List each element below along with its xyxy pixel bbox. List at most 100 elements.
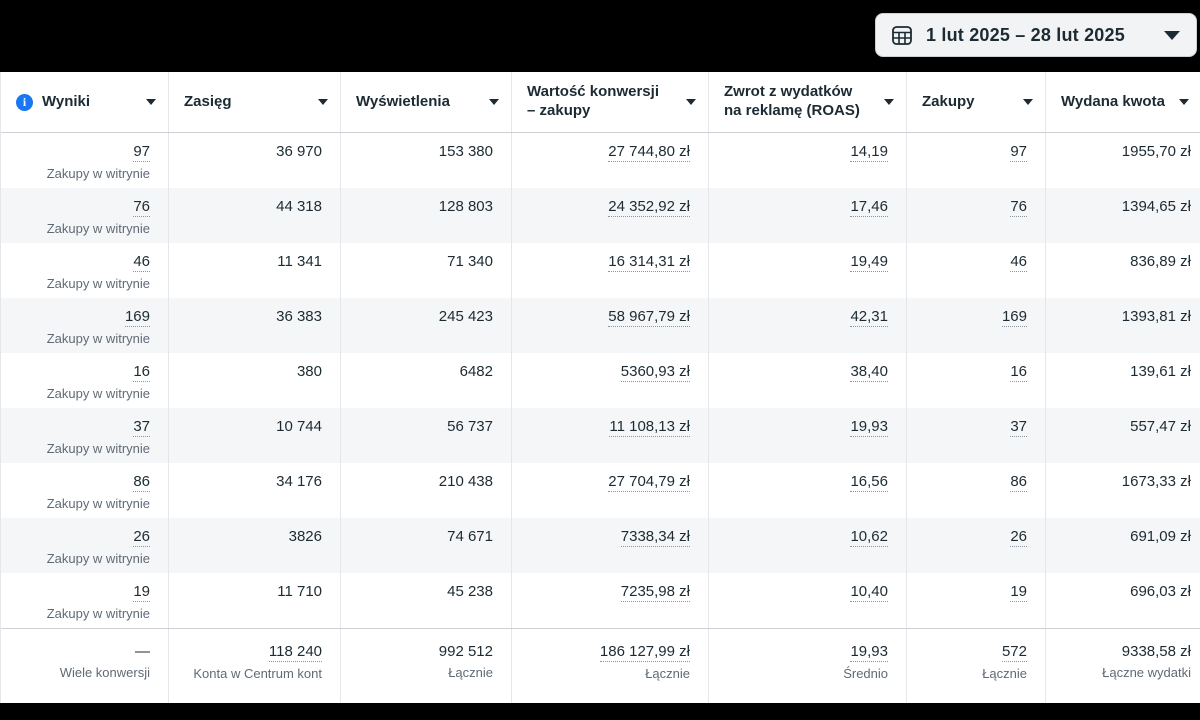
impressions-value: 56 737 bbox=[447, 418, 493, 435]
spent-value: 1394,65 zł bbox=[1121, 198, 1191, 215]
table-totals-row: — Wiele konwersji 118 240 Konta w Centru… bbox=[1, 628, 1200, 703]
column-header-impressions[interactable]: Wyświetlenia bbox=[341, 72, 512, 132]
roas-value[interactable]: 10,40 bbox=[850, 583, 888, 602]
purchases-value[interactable]: 19 bbox=[1010, 583, 1027, 602]
cell-impressions: 71 340 bbox=[341, 243, 512, 298]
roas-value[interactable]: 19,93 bbox=[850, 418, 888, 437]
roas-total-value[interactable]: 19,93 bbox=[850, 643, 888, 662]
sort-caret-icon[interactable] bbox=[1179, 99, 1189, 105]
cell-conversion-value: 5360,93 zł bbox=[512, 353, 709, 408]
sort-caret-icon[interactable] bbox=[146, 99, 156, 105]
table-row: 19 Zakupy w witrynie 11 710 45 238 7235,… bbox=[1, 573, 1200, 628]
conversion-value[interactable]: 7338,34 zł bbox=[620, 528, 690, 547]
purchases-total-value[interactable]: 572 bbox=[1001, 643, 1027, 662]
sort-caret-icon[interactable] bbox=[489, 99, 499, 105]
spent-value: 139,61 zł bbox=[1130, 363, 1191, 380]
cell-conversion-value: 27 744,80 zł bbox=[512, 133, 709, 188]
results-value[interactable]: 26 bbox=[133, 528, 150, 547]
conversion-value[interactable]: 27 744,80 zł bbox=[608, 143, 690, 162]
purchases-value[interactable]: 46 bbox=[1010, 253, 1027, 272]
cell-reach: 11 710 bbox=[169, 573, 341, 628]
purchases-value[interactable]: 37 bbox=[1010, 418, 1027, 437]
cell-spent: 1673,33 zł bbox=[1046, 463, 1200, 518]
roas-value[interactable]: 17,46 bbox=[850, 198, 888, 217]
conversion-total-value[interactable]: 186 127,99 zł bbox=[599, 643, 690, 662]
sort-caret-icon[interactable] bbox=[1023, 99, 1033, 105]
purchases-value[interactable]: 97 bbox=[1010, 143, 1027, 162]
cell-roas: 10,40 bbox=[709, 573, 907, 628]
column-label: Wydana kwota bbox=[1061, 92, 1165, 110]
roas-value[interactable]: 10,62 bbox=[850, 528, 888, 547]
results-value[interactable]: 46 bbox=[133, 253, 150, 272]
cell-results: 16 Zakupy w witrynie bbox=[1, 353, 169, 408]
results-sublabel: Zakupy w witrynie bbox=[46, 221, 150, 236]
cell-purchases: 76 bbox=[907, 188, 1046, 243]
cell-reach: 34 176 bbox=[169, 463, 341, 518]
conversion-value[interactable]: 11 108,13 zł bbox=[609, 418, 690, 437]
cell-reach: 10 744 bbox=[169, 408, 341, 463]
roas-value[interactable]: 19,49 bbox=[850, 253, 888, 272]
conversion-value[interactable]: 27 704,79 zł bbox=[608, 473, 690, 492]
reach-value: 44 318 bbox=[276, 198, 322, 215]
roas-value[interactable]: 14,19 bbox=[850, 143, 888, 162]
reach-value: 3826 bbox=[288, 528, 322, 545]
column-header-roas[interactable]: Zwrot z wydatków na reklamę (ROAS) bbox=[709, 72, 907, 132]
reach-total-value[interactable]: 118 240 bbox=[268, 643, 322, 662]
date-range-label: 1 lut 2025 – 28 lut 2025 bbox=[926, 24, 1125, 45]
results-value[interactable]: 97 bbox=[133, 143, 150, 162]
column-header-spent[interactable]: Wydana kwota bbox=[1046, 72, 1200, 132]
results-value[interactable]: 37 bbox=[133, 418, 150, 437]
conversion-value[interactable]: 58 967,79 zł bbox=[608, 308, 690, 327]
cell-purchases: 169 bbox=[907, 298, 1046, 353]
roas-value[interactable]: 16,56 bbox=[850, 473, 888, 492]
sort-caret-icon[interactable] bbox=[686, 99, 696, 105]
reach-value: 380 bbox=[296, 363, 322, 380]
results-total-value: — bbox=[135, 643, 150, 660]
impressions-value: 210 438 bbox=[438, 473, 493, 490]
results-value[interactable]: 86 bbox=[133, 473, 150, 492]
spent-value: 1673,33 zł bbox=[1121, 473, 1191, 490]
impressions-total-sublabel: Łącznie bbox=[448, 665, 493, 680]
cell-purchases: 26 bbox=[907, 518, 1046, 573]
column-header-purchases[interactable]: Zakupy bbox=[907, 72, 1046, 132]
spent-value: 836,89 zł bbox=[1130, 253, 1191, 270]
roas-value[interactable]: 38,40 bbox=[850, 363, 888, 382]
purchases-value[interactable]: 86 bbox=[1010, 473, 1027, 492]
table-row: 46 Zakupy w witrynie 11 341 71 340 16 31… bbox=[1, 243, 1200, 298]
results-value[interactable]: 169 bbox=[124, 308, 150, 327]
date-range-picker[interactable]: 1 lut 2025 – 28 lut 2025 bbox=[875, 13, 1197, 57]
cell-purchases: 37 bbox=[907, 408, 1046, 463]
cell-spent: 691,09 zł bbox=[1046, 518, 1200, 573]
cell-impressions-total: 992 512 Łącznie bbox=[341, 629, 512, 703]
cell-spent: 1394,65 zł bbox=[1046, 188, 1200, 243]
table-row: 76 Zakupy w witrynie 44 318 128 803 24 3… bbox=[1, 188, 1200, 243]
column-header-reach[interactable]: Zasięg bbox=[169, 72, 341, 132]
column-label: Zasięg bbox=[184, 92, 232, 110]
cell-impressions: 56 737 bbox=[341, 408, 512, 463]
reach-value: 10 744 bbox=[276, 418, 322, 435]
table-row: 37 Zakupy w witrynie 10 744 56 737 11 10… bbox=[1, 408, 1200, 463]
results-value[interactable]: 16 bbox=[133, 363, 150, 382]
conversion-value[interactable]: 5360,93 zł bbox=[620, 363, 690, 382]
sort-caret-icon[interactable] bbox=[884, 99, 894, 105]
conversion-value[interactable]: 16 314,31 zł bbox=[608, 253, 690, 272]
conversion-value[interactable]: 24 352,92 zł bbox=[608, 198, 690, 217]
cell-purchases: 19 bbox=[907, 573, 1046, 628]
purchases-value[interactable]: 16 bbox=[1010, 363, 1027, 382]
purchases-value[interactable]: 26 bbox=[1010, 528, 1027, 547]
info-icon[interactable]: i bbox=[16, 93, 33, 111]
purchases-value[interactable]: 76 bbox=[1010, 198, 1027, 217]
column-header-results[interactable]: i Wyniki bbox=[1, 72, 169, 132]
sort-caret-icon[interactable] bbox=[318, 99, 328, 105]
calendar-icon bbox=[892, 26, 912, 45]
roas-value[interactable]: 42,31 bbox=[850, 308, 888, 327]
cell-reach: 380 bbox=[169, 353, 341, 408]
purchases-value[interactable]: 169 bbox=[1001, 308, 1027, 327]
table-header-row: i Wyniki Zasięg Wyświetlenia Wartość kon… bbox=[1, 72, 1200, 133]
results-value[interactable]: 76 bbox=[133, 198, 150, 217]
column-header-conversion-value[interactable]: Wartość konwersji – zakupy bbox=[512, 72, 709, 132]
results-value[interactable]: 19 bbox=[133, 583, 150, 602]
conversion-value[interactable]: 7235,98 zł bbox=[620, 583, 690, 602]
cell-impressions: 45 238 bbox=[341, 573, 512, 628]
reach-total-sublabel: Konta w Centrum kont bbox=[193, 666, 322, 681]
